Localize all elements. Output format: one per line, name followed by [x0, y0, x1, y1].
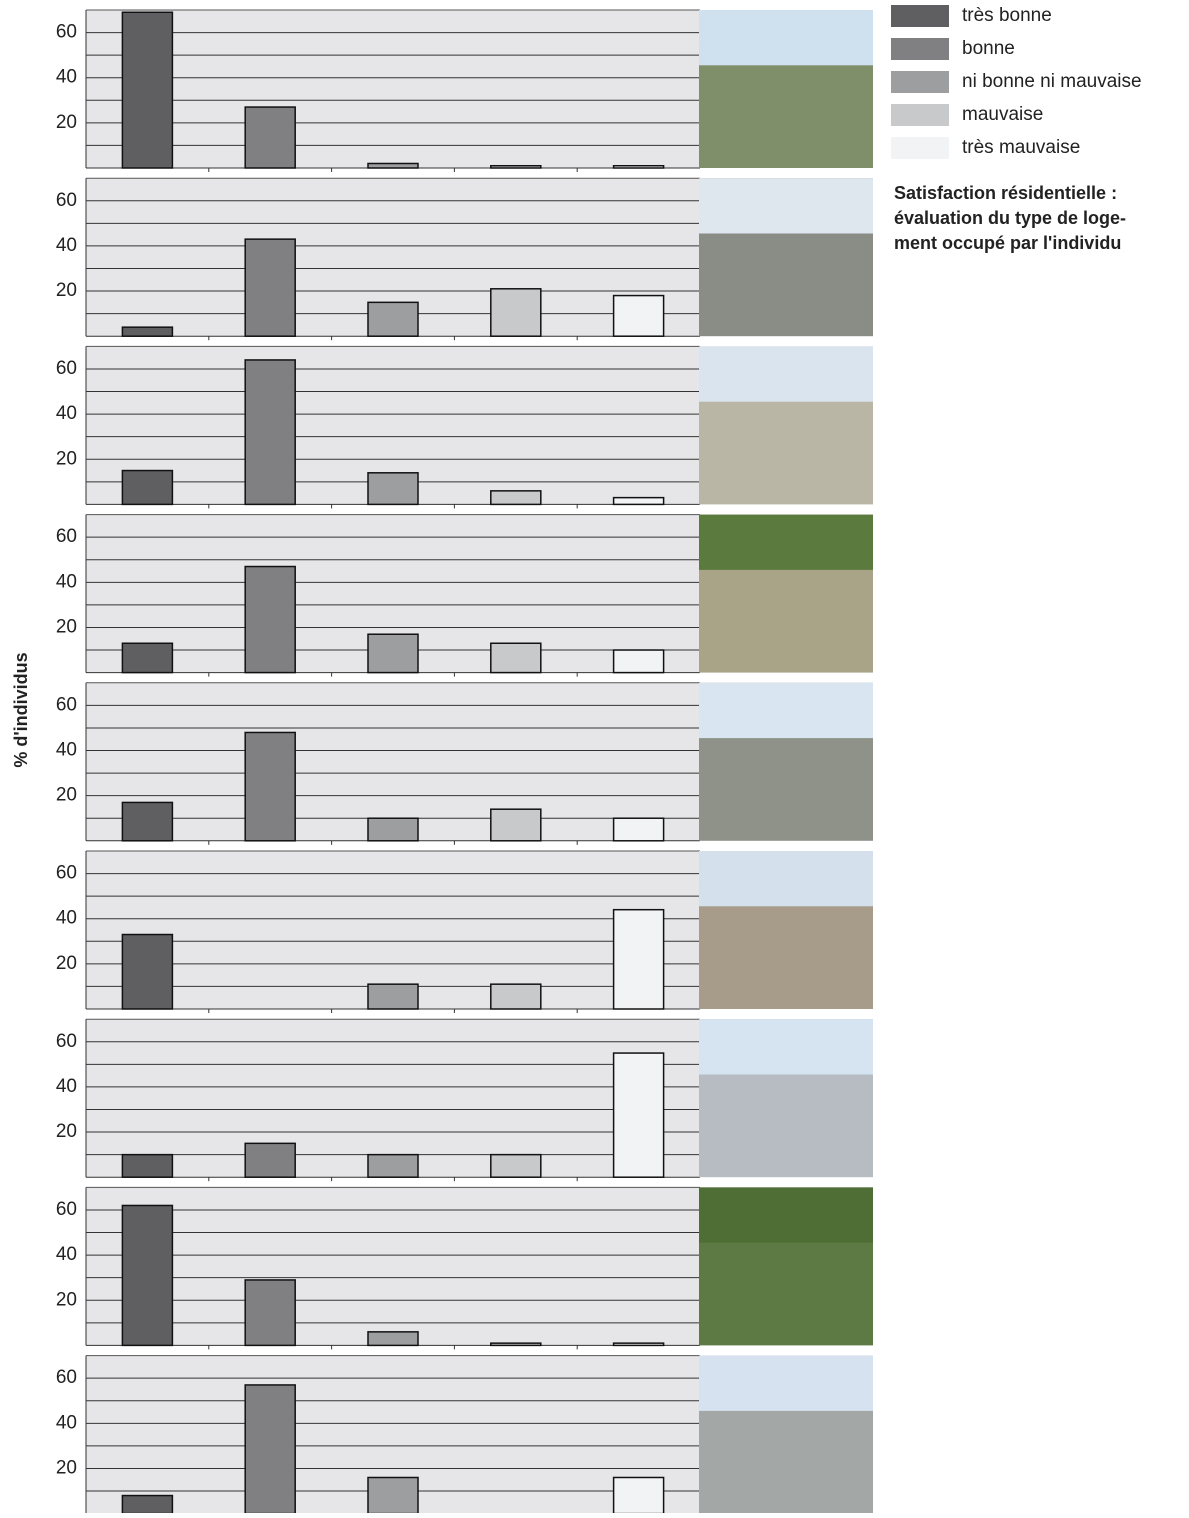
bar — [244, 1279, 296, 1347]
photo-sky — [699, 514, 873, 570]
bar — [244, 359, 296, 506]
bar — [612, 294, 665, 337]
photo-sky — [699, 682, 873, 739]
plot-background — [86, 1019, 700, 1178]
bar — [490, 983, 542, 1010]
bar — [367, 472, 419, 506]
bar — [244, 1142, 296, 1178]
plot-background — [86, 851, 700, 1009]
y-tick-label: 60 — [56, 863, 77, 884]
y-tick-label: 40 — [56, 740, 77, 761]
y-tick-label: 20 — [56, 1457, 77, 1478]
y-tick-label: 40 — [56, 67, 77, 88]
bar — [121, 1153, 174, 1178]
legend-label: mauvaise — [962, 104, 1043, 125]
bar — [244, 238, 296, 337]
chart-title: Satisfaction résidentielle : — [894, 183, 1117, 203]
bar — [367, 817, 419, 842]
bar — [612, 649, 665, 674]
bar — [490, 1342, 542, 1347]
photo-sky — [699, 1355, 873, 1411]
y-tick-label: 40 — [56, 571, 77, 592]
y-tick-label: 40 — [56, 1244, 77, 1265]
y-tick-label: 40 — [56, 403, 77, 424]
legend-swatch — [891, 71, 949, 93]
y-tick-label: 40 — [56, 235, 77, 256]
y-tick-label: 20 — [56, 785, 77, 806]
bar — [612, 908, 665, 1010]
legend-label: très bonne — [962, 5, 1052, 26]
chart-title: ment occupé par l'individu — [894, 233, 1121, 253]
y-tick-label: 60 — [56, 694, 77, 715]
y-axis-label: % d'individus — [11, 652, 31, 767]
bar — [367, 633, 419, 674]
legend-label: bonne — [962, 38, 1015, 59]
photo-sky — [699, 851, 873, 907]
y-tick-label: 20 — [56, 448, 77, 469]
y-tick-label: 20 — [56, 953, 77, 974]
legend-swatch — [891, 5, 949, 27]
bar — [367, 1476, 419, 1515]
chart-title: évaluation du type de loge- — [894, 208, 1126, 228]
bar — [121, 801, 174, 842]
bar — [612, 817, 665, 842]
plot-background — [86, 1187, 700, 1346]
plot-background — [86, 682, 700, 841]
bar — [121, 1204, 174, 1347]
bar — [367, 1331, 419, 1347]
bar — [121, 469, 174, 506]
y-tick-label: 60 — [56, 1199, 77, 1220]
bar — [367, 162, 419, 169]
bar — [612, 1342, 665, 1347]
bar — [244, 106, 296, 169]
photo-sky — [699, 1019, 873, 1075]
bar — [490, 1153, 542, 1178]
y-tick-label: 20 — [56, 616, 77, 637]
bar — [244, 565, 296, 674]
photo-sky — [699, 1187, 873, 1243]
legend-label: ni bonne ni mauvaise — [962, 71, 1142, 92]
y-tick-label: 60 — [56, 358, 77, 379]
bar — [612, 1476, 665, 1515]
bar — [490, 490, 542, 506]
bar — [490, 164, 542, 169]
y-tick-label: 60 — [56, 1031, 77, 1052]
bar — [121, 11, 174, 169]
y-tick-label: 60 — [56, 190, 77, 211]
y-tick-label: 40 — [56, 1412, 77, 1433]
bar — [121, 933, 174, 1010]
y-tick-label: 40 — [56, 1076, 77, 1097]
bar — [367, 301, 419, 337]
legend-swatch — [891, 104, 949, 126]
y-tick-label: 60 — [56, 1367, 77, 1388]
bar — [121, 1494, 174, 1515]
bar — [490, 808, 542, 842]
bar — [367, 983, 419, 1010]
y-tick-label: 40 — [56, 908, 77, 929]
photo-sky — [699, 346, 873, 402]
bar — [367, 1153, 419, 1178]
bar — [490, 288, 542, 337]
bar — [244, 1384, 296, 1515]
photo-sky — [699, 178, 873, 234]
y-tick-label: 20 — [56, 280, 77, 301]
y-tick-label: 60 — [56, 22, 77, 43]
plot-background — [86, 10, 700, 168]
bar — [490, 642, 542, 674]
bar — [612, 1052, 665, 1178]
y-tick-label: 20 — [56, 1121, 77, 1142]
y-tick-label: 20 — [56, 1289, 77, 1310]
legend-label: très mauvaise — [962, 137, 1080, 158]
bar — [612, 164, 665, 169]
bar — [121, 326, 174, 337]
y-tick-label: 60 — [56, 526, 77, 547]
bar — [612, 496, 665, 506]
bar — [244, 731, 296, 842]
photo-sky — [699, 10, 873, 66]
legend-swatch — [891, 38, 949, 60]
bar — [121, 642, 174, 674]
legend-swatch — [891, 137, 949, 159]
y-tick-label: 20 — [56, 112, 77, 133]
